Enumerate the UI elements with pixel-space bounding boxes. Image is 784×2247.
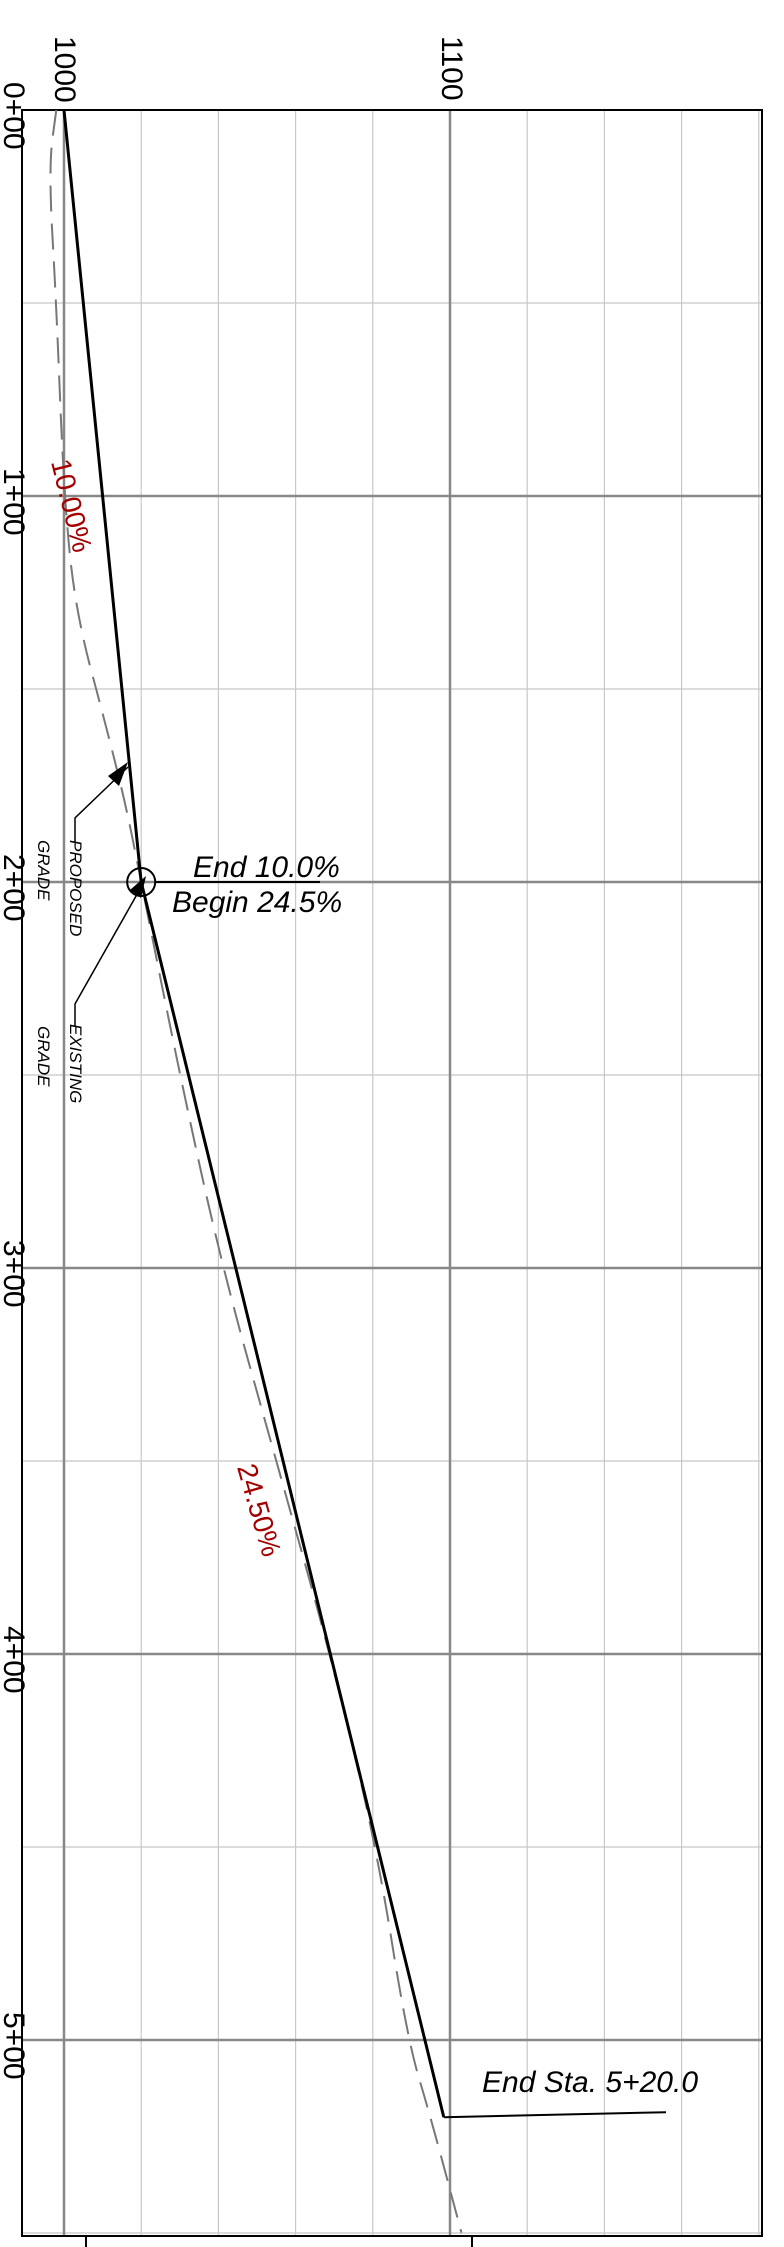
major-grid — [22, 110, 762, 2236]
existing-grade-leader — [74, 881, 145, 1026]
minor-grid — [22, 110, 762, 2236]
station-tick-labels: 0+00 1+00 2+00 3+00 4+00 5+00 — [0, 82, 30, 2080]
station-tick-label: 3+00 — [0, 1240, 30, 1308]
proposed-grade-leader — [74, 766, 129, 842]
pvi-begin-grade-text: Begin 24.5% — [172, 886, 342, 919]
grade-label-10: 10.00% — [45, 456, 98, 556]
existing-grade-label-2: GRADE — [34, 1026, 53, 1087]
elevation-label-1000: 1000 — [48, 36, 81, 103]
end-station-leader — [443, 2111, 667, 2119]
station-tick-label: 4+00 — [0, 1626, 30, 1694]
existing-grade-line — [49, 109, 463, 2234]
grade-label-24: 24.50% — [231, 1460, 287, 1560]
station-tick-label: 5+00 — [0, 2012, 30, 2080]
station-tick-label: 1+00 — [0, 468, 30, 536]
elevation-label-1100: 1100 — [435, 36, 468, 101]
end-station-text: End Sta. 5+20.0 — [482, 2066, 698, 2099]
proposed-grade-line — [62, 109, 446, 2118]
existing-grade-label-1: EXISTING — [66, 1024, 85, 1103]
station-tick-label: 0+00 — [0, 82, 30, 150]
station-tick-label: 2+00 — [0, 854, 30, 922]
proposed-grade-arrowhead — [108, 762, 128, 786]
pvi-end-grade-text: End 10.0% — [193, 851, 340, 884]
existing-grade-arrowhead — [130, 876, 146, 898]
proposed-grade-label-2: GRADE — [34, 840, 53, 901]
plot-frame — [21, 109, 763, 2237]
proposed-grade-label-1: PROPOSED — [66, 840, 85, 936]
